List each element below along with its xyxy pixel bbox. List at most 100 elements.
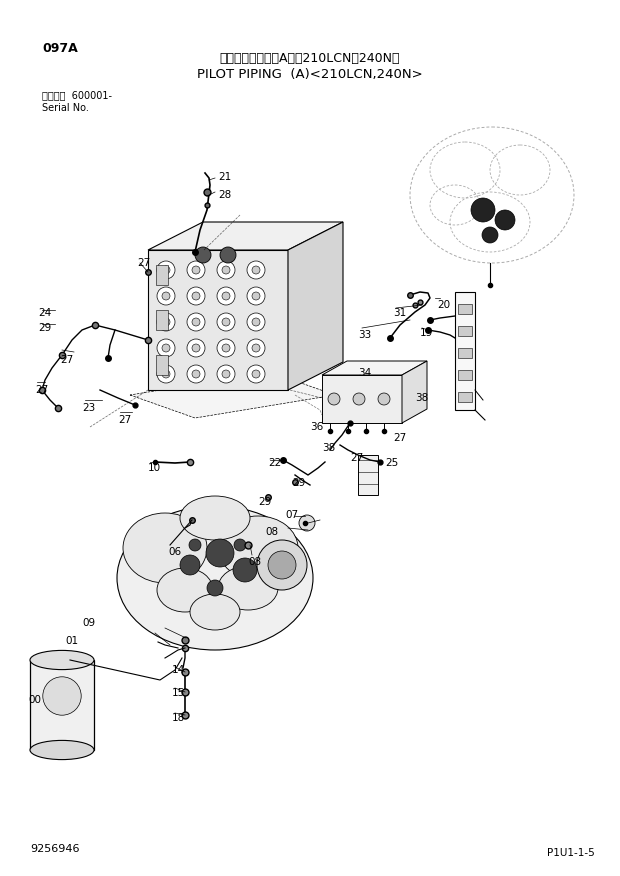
Circle shape [257,540,307,590]
Circle shape [157,313,175,331]
Circle shape [157,261,175,279]
Circle shape [247,287,265,305]
Circle shape [162,344,170,352]
Circle shape [157,365,175,383]
Text: 27: 27 [35,385,48,395]
Text: 08: 08 [248,557,261,567]
Text: 27: 27 [60,355,73,365]
Bar [455,292,475,410]
Circle shape [252,370,260,378]
Text: 25: 25 [385,458,398,468]
Ellipse shape [190,594,240,630]
Text: 33: 33 [358,330,371,340]
Circle shape [192,344,200,352]
Ellipse shape [30,650,94,669]
Bar [156,355,168,375]
Text: 29: 29 [292,478,305,488]
Circle shape [207,580,223,596]
Text: 21: 21 [218,172,231,182]
Circle shape [252,266,260,274]
Circle shape [247,261,265,279]
Circle shape [189,539,201,551]
Polygon shape [148,250,288,390]
Bar [458,326,472,336]
Circle shape [268,551,296,579]
Circle shape [187,287,205,305]
Text: 34: 34 [358,368,371,378]
Polygon shape [148,222,343,250]
Text: P1U1-1-5: P1U1-1-5 [547,848,595,858]
Bar [30,660,94,750]
Bar [458,370,472,380]
Ellipse shape [157,568,213,612]
Circle shape [252,292,260,300]
Polygon shape [130,372,335,418]
Polygon shape [402,361,427,423]
Circle shape [162,370,170,378]
Circle shape [192,318,200,326]
Text: 38: 38 [322,443,335,453]
Text: 08: 08 [265,527,278,537]
Text: 28: 28 [218,190,231,200]
Circle shape [222,344,230,352]
Text: 36: 36 [310,422,323,432]
Circle shape [192,266,200,274]
Circle shape [247,339,265,357]
Circle shape [180,555,200,575]
Circle shape [187,313,205,331]
Text: 18: 18 [172,713,185,723]
Circle shape [299,515,315,531]
Circle shape [252,344,260,352]
Text: 27: 27 [118,415,131,425]
Circle shape [206,539,234,567]
Bar [156,265,168,285]
Ellipse shape [30,740,94,759]
Text: 23: 23 [82,403,95,413]
Bar [458,348,472,358]
Bar [458,304,472,314]
Text: 00: 00 [28,695,41,705]
Circle shape [162,292,170,300]
Circle shape [222,318,230,326]
Ellipse shape [218,566,278,610]
Text: 27: 27 [350,453,363,463]
Text: 31: 31 [393,308,406,318]
Text: 09: 09 [82,618,95,628]
Text: 10: 10 [148,463,161,473]
Circle shape [195,247,211,263]
Ellipse shape [117,506,313,650]
Text: Serial No.: Serial No. [42,103,89,113]
Bar [458,392,472,402]
Circle shape [217,313,235,331]
Text: 19: 19 [420,328,433,338]
Text: 9256946: 9256946 [30,844,79,854]
Circle shape [192,370,200,378]
Text: 38: 38 [415,393,428,403]
Circle shape [378,393,390,405]
Circle shape [482,227,498,243]
Circle shape [217,261,235,279]
Circle shape [234,539,246,551]
Text: 27: 27 [393,433,406,443]
Circle shape [220,247,236,263]
Circle shape [222,266,230,274]
Text: 06: 06 [168,547,181,557]
Circle shape [222,292,230,300]
Circle shape [353,393,365,405]
Text: 24: 24 [38,308,51,318]
Bar [156,310,168,330]
Polygon shape [322,375,402,423]
Circle shape [43,677,81,715]
Circle shape [247,365,265,383]
Circle shape [247,313,265,331]
Text: 01: 01 [65,636,78,646]
Circle shape [187,365,205,383]
Text: 29: 29 [38,323,51,333]
Circle shape [233,558,257,582]
Circle shape [162,266,170,274]
Circle shape [157,339,175,357]
Circle shape [217,287,235,305]
Text: 07: 07 [285,510,298,520]
Text: 20: 20 [437,300,450,310]
Circle shape [192,292,200,300]
